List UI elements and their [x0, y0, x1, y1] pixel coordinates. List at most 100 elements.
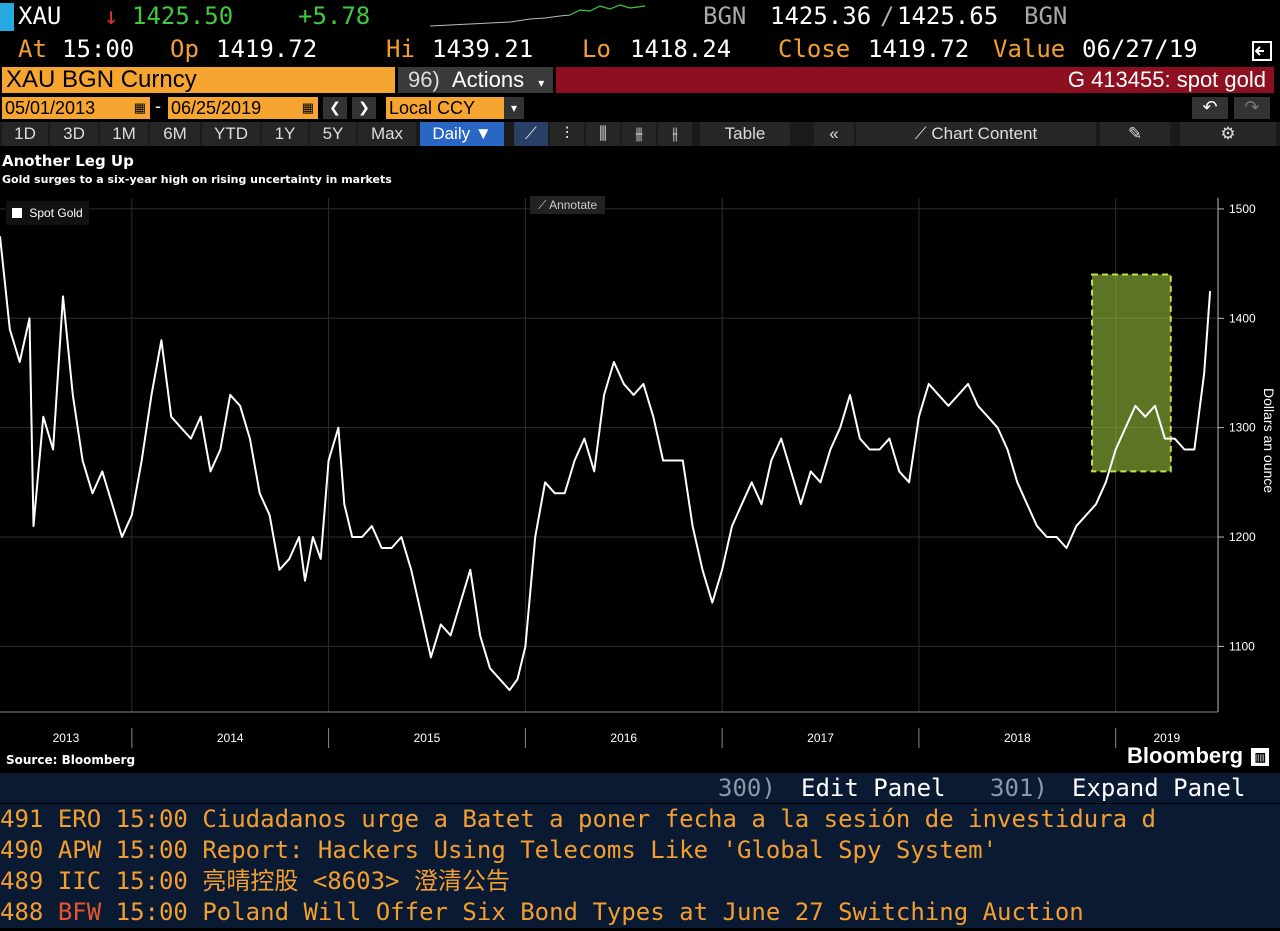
y-axis-label: Dollars an ounce: [1261, 388, 1277, 493]
next-period-button[interactable]: ❯: [352, 97, 376, 119]
period-ytd[interactable]: YTD: [202, 122, 260, 146]
low-label: Lo: [582, 35, 611, 63]
period-1y[interactable]: 1Y: [262, 122, 308, 146]
hlc-chart-icon[interactable]: ⫲: [658, 122, 692, 146]
calendar-icon[interactable]: ▦: [133, 100, 146, 115]
bloomberg-mark-icon: ▥: [1251, 748, 1270, 766]
news-headline[interactable]: 亮晴控股 <8603> 澄清公告: [202, 867, 510, 895]
open-label: Op: [170, 35, 199, 63]
frequency-label: Daily: [432, 124, 471, 143]
candle-chart-icon[interactable]: ⫶: [550, 122, 584, 146]
start-date-input[interactable]: 05/01/2013 ▦: [2, 97, 150, 119]
actions-code: 96): [408, 67, 440, 92]
chart-title: Another Leg Up: [2, 152, 134, 170]
ask-price: 1425.65: [897, 2, 999, 30]
news-row[interactable]: 491 ERO 15:00 Ciudadanos urge a Batet a …: [0, 804, 1280, 835]
y-tick-label: 1300: [1229, 421, 1256, 435]
line-chart-icon[interactable]: ⟋: [514, 122, 548, 146]
frequency-select[interactable]: Daily ▼: [420, 122, 504, 146]
period-6m[interactable]: 6M: [150, 122, 200, 146]
series-line: [0, 236, 1212, 692]
bid-ask-separator: /: [880, 2, 895, 30]
low-value: 1418.24: [630, 35, 732, 63]
redo-icon[interactable]: ↷: [1234, 97, 1270, 119]
x-tick-label: 2013: [53, 731, 80, 745]
news-time: 15:00: [115, 898, 188, 926]
news-source: APW: [57, 836, 102, 864]
calendar-icon[interactable]: ▦: [301, 100, 314, 115]
chevron-down-icon: ▾: [504, 97, 524, 119]
legend-label: Spot Gold: [29, 206, 83, 220]
gear-icon[interactable]: ⚙: [1180, 122, 1276, 146]
period-1d[interactable]: 1D: [2, 122, 48, 146]
y-tick-label: 1500: [1229, 202, 1256, 216]
series-layer: [0, 236, 1212, 692]
edit-icon[interactable]: ✎: [1100, 122, 1170, 146]
ask-source: BGN: [1024, 2, 1068, 30]
highlight-box: [1091, 273, 1172, 473]
high-value: 1439.21: [432, 35, 534, 63]
down-arrow-icon: ↓: [104, 2, 119, 30]
window-title: G 413455: spot gold: [556, 67, 1274, 93]
news-row[interactable]: 490 APW 15:00 Report: Hackers Using Tele…: [0, 835, 1280, 866]
x-tick-label: 2018: [1004, 731, 1031, 745]
news-headline[interactable]: Report: Hackers Using Telecoms Like 'Glo…: [202, 836, 998, 864]
chevron-down-icon: ▼: [474, 124, 492, 143]
chart-legend[interactable]: Spot Gold: [6, 201, 89, 225]
prev-period-button[interactable]: ❮: [323, 97, 347, 119]
edit-panel-button[interactable]: Edit Panel: [801, 774, 946, 802]
news-time: 15:00: [115, 836, 188, 864]
period-max[interactable]: Max: [358, 122, 416, 146]
y-tick-label: 1200: [1229, 530, 1256, 544]
date-range-dash: -: [155, 96, 161, 116]
chart-subtitle: Gold surges to a six-year high on rising…: [2, 173, 392, 186]
news-source: ERO: [57, 805, 102, 833]
x-tick-label: 2014: [217, 731, 244, 745]
currency-select[interactable]: Local CCY ▾: [386, 97, 524, 119]
x-tick-label: 2015: [414, 731, 441, 745]
price-chart[interactable]: 1100 1200 1300 1400 1500 Dollars an ounce 2013…: [0, 192, 1280, 752]
ohlc-chart-icon[interactable]: ⫵: [622, 122, 656, 146]
x-tick-label: 2019: [1153, 731, 1180, 745]
news-number: 489: [0, 867, 44, 895]
annotate-button[interactable]: ⟋ Annotate: [530, 196, 606, 214]
bar-chart-icon[interactable]: ⫼: [586, 122, 620, 146]
end-date-input[interactable]: 06/25/2019 ▦: [168, 97, 318, 119]
end-date-value: 06/25/2019: [171, 98, 262, 118]
chevron-down-icon: ▾: [538, 76, 545, 90]
security-field[interactable]: XAU BGN Curncy: [2, 67, 395, 93]
brand-name: Bloomberg: [1127, 743, 1244, 768]
high-label: Hi: [386, 35, 415, 63]
news-headline[interactable]: Poland Will Offer Six Bond Types at June…: [202, 898, 1084, 926]
news-row[interactable]: 488 BFW 15:00 Poland Will Offer Six Bond…: [0, 897, 1280, 928]
actions-label: Actions: [451, 67, 525, 92]
chart-content-button[interactable]: ⟋ Chart Content: [856, 122, 1096, 146]
x-tick-label: 2016: [610, 731, 637, 745]
chart-icon: ⟋: [914, 124, 927, 143]
news-time: 15:00: [115, 867, 188, 895]
undo-icon[interactable]: ↶: [1192, 97, 1228, 119]
value-date: 06/27/19: [1082, 35, 1198, 63]
open-value: 1419.72: [216, 35, 318, 63]
ticker[interactable]: XAU: [18, 2, 62, 30]
pencil-icon: ⟋: [538, 198, 547, 212]
last-price: 1425.50: [132, 2, 234, 30]
news-headline[interactable]: Ciudadanos urge a Batet a poner fecha a …: [202, 805, 1156, 833]
y-tick-label: 1100: [1229, 639, 1255, 653]
ticker-marker: [0, 3, 14, 31]
period-3d[interactable]: 3D: [50, 122, 98, 146]
bid-source: BGN: [703, 2, 747, 30]
start-date-value: 05/01/2013: [5, 98, 96, 118]
period-5y[interactable]: 5Y: [310, 122, 356, 146]
actions-menu[interactable]: 96) Actions ▾: [398, 67, 553, 93]
table-button[interactable]: Table: [700, 122, 790, 146]
chart-toolbar: 1D 3D 1M 6M YTD 1Y 5Y Max Daily ▼ ⟋ ⫶ ⫼ …: [0, 122, 1280, 146]
news-row[interactable]: 489 IIC 15:00 亮晴控股 <8603> 澄清公告: [0, 866, 1280, 897]
collapse-icon[interactable]: «: [814, 122, 854, 146]
bloomberg-logo: Bloomberg ▥: [1127, 743, 1270, 769]
at-value: 15:00: [62, 35, 135, 63]
expand-panel-button[interactable]: Expand Panel: [1072, 774, 1246, 802]
news-source: BFW: [57, 898, 102, 926]
export-icon[interactable]: [1250, 38, 1274, 62]
period-1m[interactable]: 1M: [100, 122, 148, 146]
